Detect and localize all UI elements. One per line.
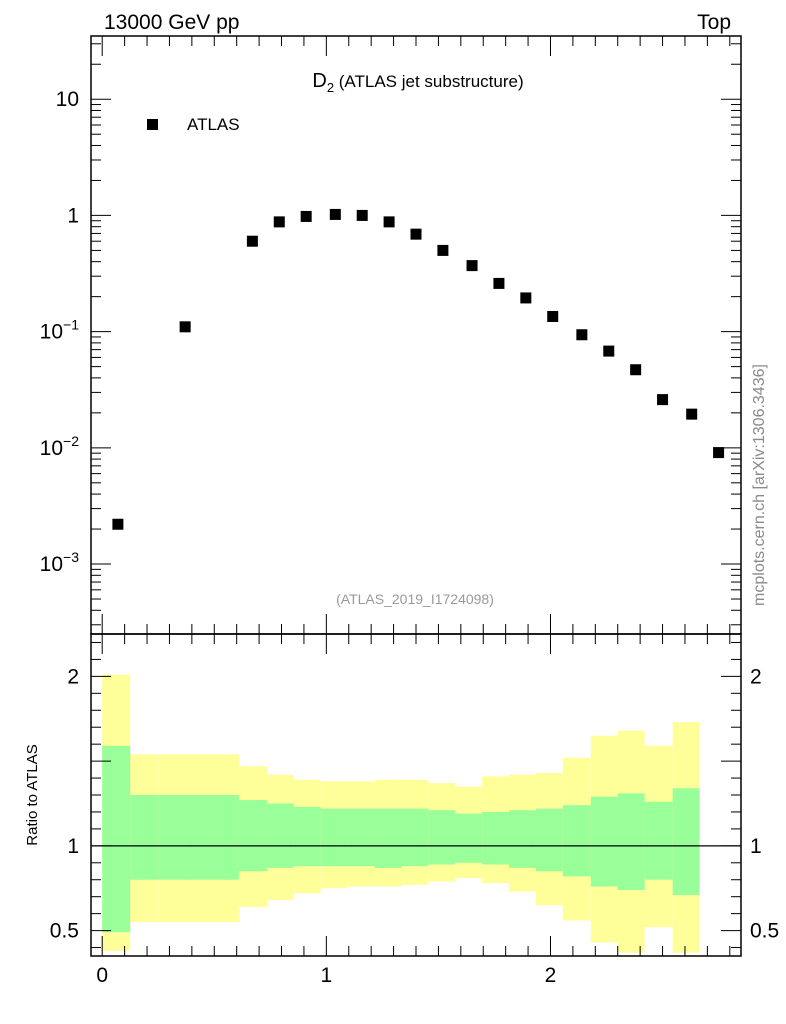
plot-title-main: D xyxy=(312,70,326,92)
data-point xyxy=(603,345,615,357)
data-point xyxy=(630,364,642,376)
ratio-y-tick-label-right: 0.5 xyxy=(750,920,779,943)
data-point xyxy=(300,210,312,222)
y-tick-label-base: 10 xyxy=(56,88,79,111)
ratio-y-tick-label-left: 2 xyxy=(67,665,79,688)
ratio-band-green xyxy=(482,811,510,865)
x-tick-label: 0 xyxy=(96,964,108,987)
ratio-band-green xyxy=(562,805,591,877)
y-tick-label-base: 10 xyxy=(40,437,63,460)
data-points xyxy=(112,208,725,530)
data-point xyxy=(576,329,588,341)
data-point xyxy=(466,260,478,272)
ratio-band-green xyxy=(347,808,375,867)
ratio-band-green xyxy=(535,808,563,872)
data-point xyxy=(657,394,669,406)
ratio-band-green xyxy=(672,788,700,895)
ratio-band-green xyxy=(401,808,429,867)
ratio-band-green xyxy=(644,801,673,880)
data-point xyxy=(547,310,559,322)
y-tick-label: 1 xyxy=(67,204,79,227)
data-point xyxy=(179,321,191,333)
data-point xyxy=(437,244,449,256)
plot-title-rest: (ATLAS jet substructure) xyxy=(334,72,524,91)
legend-marker xyxy=(147,119,158,130)
axis-ticks xyxy=(91,36,741,956)
ratio-panel-frame xyxy=(90,633,742,957)
data-point xyxy=(246,235,258,247)
ratio-band-green xyxy=(158,795,186,880)
analysis-id: (ATLAS_2019_I1724098) xyxy=(336,591,494,607)
plot-title: D2 (ATLAS jet substructure) xyxy=(312,70,523,95)
ratio-band-green xyxy=(590,796,618,887)
ratio-band-green xyxy=(102,745,131,933)
data-point xyxy=(686,408,698,420)
ratio-y-tick-label-left: 1 xyxy=(67,835,79,858)
data-point xyxy=(520,292,532,304)
ratio-band-green xyxy=(212,795,239,880)
data-point xyxy=(410,228,422,240)
y-tick-label-base: 10 xyxy=(40,321,63,344)
ratio-band-green xyxy=(130,795,159,880)
header-left: 13000 GeV pp xyxy=(104,11,239,34)
y-tick-label: 10−3 xyxy=(40,549,80,576)
legend-label: ATLAS xyxy=(187,115,240,134)
data-point xyxy=(383,216,395,228)
ratio-band-green xyxy=(266,803,294,868)
ratio-band-green xyxy=(428,810,456,865)
x-tick-label: 1 xyxy=(321,964,333,987)
y-tick-label-base: 10 xyxy=(40,553,63,576)
y-tick-label-base: 1 xyxy=(67,204,79,227)
ratio-band-green xyxy=(455,813,483,863)
y-tick-label: 10−1 xyxy=(40,317,80,344)
x-tick-label: 2 xyxy=(545,964,557,987)
ratio-y-tick-label-left: 0.5 xyxy=(50,920,79,943)
data-point xyxy=(356,209,368,221)
plot-title-sub: 2 xyxy=(327,80,334,95)
data-point xyxy=(329,208,341,220)
y-tick-label-exp: −3 xyxy=(63,549,79,565)
ratio-y-tick-label-right: 1 xyxy=(750,835,762,858)
ratio-band-green xyxy=(238,800,267,872)
ratio-y-tick-label-right: 2 xyxy=(750,665,762,688)
watermark: mcplots.cern.ch [arXiv:1306.3436] xyxy=(751,364,768,606)
data-point xyxy=(713,447,725,459)
ratio-band-green xyxy=(293,806,321,867)
y-tick-label-exp: −2 xyxy=(63,433,79,449)
y-tick-label: 10−2 xyxy=(40,433,80,460)
y-tick-label-exp: −1 xyxy=(63,317,79,333)
ratio-y-label: Ratio to ATLAS xyxy=(24,744,41,845)
data-point xyxy=(273,216,285,228)
ratio-band-green xyxy=(617,793,645,890)
ratio-band-green xyxy=(185,795,213,880)
header-right: Top xyxy=(697,11,731,34)
data-point xyxy=(493,277,505,289)
y-tick-label: 10 xyxy=(56,88,79,111)
ratio-band-green xyxy=(374,808,402,868)
ratio-bands xyxy=(102,674,700,953)
data-point xyxy=(112,518,124,530)
ratio-band-green xyxy=(509,810,536,868)
ratio-band-green xyxy=(320,808,348,867)
